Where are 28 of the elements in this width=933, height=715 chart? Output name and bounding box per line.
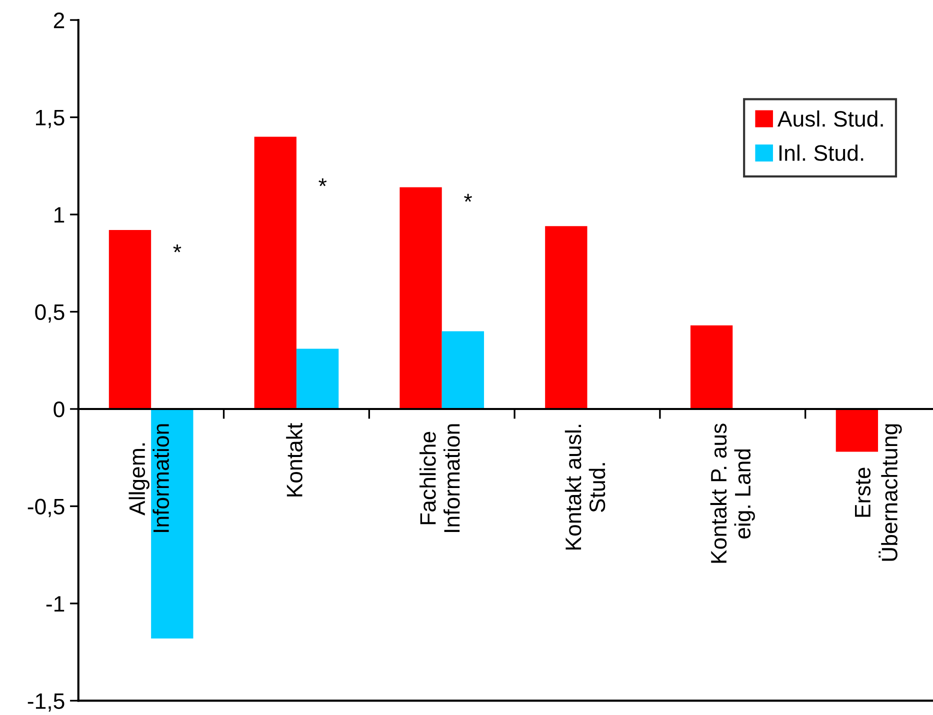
y-tick-label: 0 [54, 402, 64, 418]
y-tick-label: 1 [54, 207, 64, 223]
bar [690, 325, 733, 409]
annotation: * [464, 194, 472, 202]
x-tick-label: Fachliche Information [420, 424, 460, 532]
bar [545, 226, 588, 409]
x-tick-label: Kontakt ausl. Stud. [564, 424, 606, 550]
y-tick-label: -1 [46, 596, 64, 612]
bar [442, 331, 484, 409]
x-tick-label: Erste Übernachtung [855, 424, 902, 561]
legend-label: Inl. Stud. [779, 144, 864, 161]
bar [296, 348, 339, 409]
annotation: * [173, 244, 182, 252]
bar [400, 187, 442, 409]
bar [254, 136, 296, 409]
y-tick-label: 1,5 [36, 110, 64, 128]
legend-label: Ausl. Stud. [777, 110, 883, 127]
annotation: * [318, 178, 327, 186]
y-tick-label: -1,5 [28, 693, 64, 712]
bar [836, 408, 878, 452]
y-tick-label: -0,5 [28, 498, 64, 518]
x-tick-label: Kontakt P. aus eig. Land [710, 424, 755, 563]
y-tick-label: 0,5 [35, 304, 64, 323]
bar [108, 230, 152, 409]
y-tick-label: 2 [54, 12, 64, 28]
x-tick-label: Kontakt [286, 423, 302, 496]
bar [151, 408, 194, 638]
x-tick-label: Allgem. Information [128, 424, 169, 532]
